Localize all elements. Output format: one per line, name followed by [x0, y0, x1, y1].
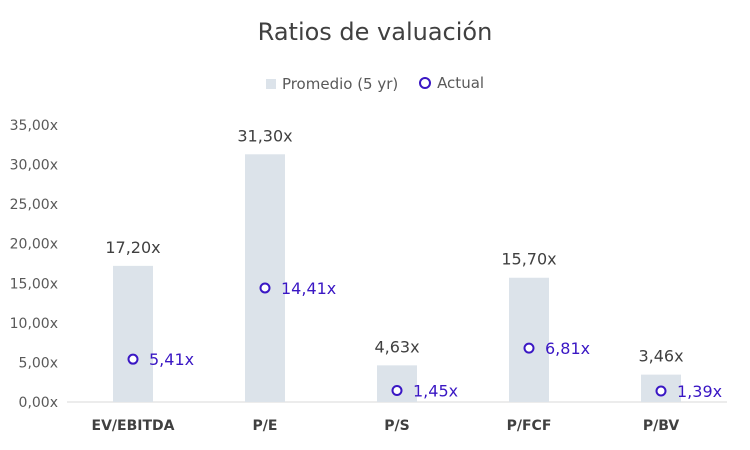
bar-data-label: 3,46x [638, 347, 683, 366]
actual-data-label: 1,39x [677, 382, 722, 401]
actual-marker [127, 353, 139, 365]
y-tick-label: 35,00x [10, 118, 58, 134]
y-tick-label: 20,00x [10, 237, 58, 253]
bar [245, 154, 285, 402]
actual-data-label: 1,45x [413, 382, 458, 401]
bar [377, 365, 417, 402]
x-tick-label: P/S [384, 418, 409, 434]
y-tick-label: 25,00x [10, 197, 58, 213]
bar-data-label: 31,30x [237, 126, 292, 145]
bar-data-label: 17,20x [105, 238, 160, 257]
actual-marker [523, 342, 535, 354]
legend-label-actual: Actual [437, 74, 485, 92]
x-tick-label: P/BV [643, 418, 679, 434]
legend-bar-swatch-icon [265, 79, 276, 89]
y-tick-label: 5,00x [19, 355, 58, 371]
legend-item-actual: Actual [419, 74, 484, 92]
legend-circle-marker-icon [419, 77, 432, 89]
bar [113, 265, 153, 402]
bar [509, 277, 549, 402]
actual-marker [655, 385, 667, 397]
x-tick-label: P/E [253, 418, 278, 434]
x-tick-label: P/FCF [507, 418, 552, 434]
actual-data-label: 14,41x [281, 279, 336, 298]
chart-title: Ratios de valuación [257, 18, 493, 46]
x-tick-label: EV/EBITDA [92, 418, 175, 434]
actual-marker [259, 282, 271, 294]
actual-data-label: 6,81x [545, 339, 590, 358]
legend-item-average: Promedio (5 yr) [265, 75, 399, 93]
y-tick-label: 15,00x [10, 276, 58, 292]
actual-data-label: 5,41x [149, 350, 194, 369]
bar-data-label: 15,70x [501, 250, 556, 269]
bar-data-label: 4,63x [374, 337, 419, 356]
y-tick-label: 0,00x [19, 395, 58, 411]
legend-label-average: Promedio (5 yr) [281, 75, 399, 93]
actual-marker [391, 385, 403, 397]
y-tick-label: 30,00x [10, 158, 58, 174]
y-tick-label: 10,00x [10, 316, 58, 332]
legend: Promedio (5 yr) Actual [0, 74, 750, 93]
